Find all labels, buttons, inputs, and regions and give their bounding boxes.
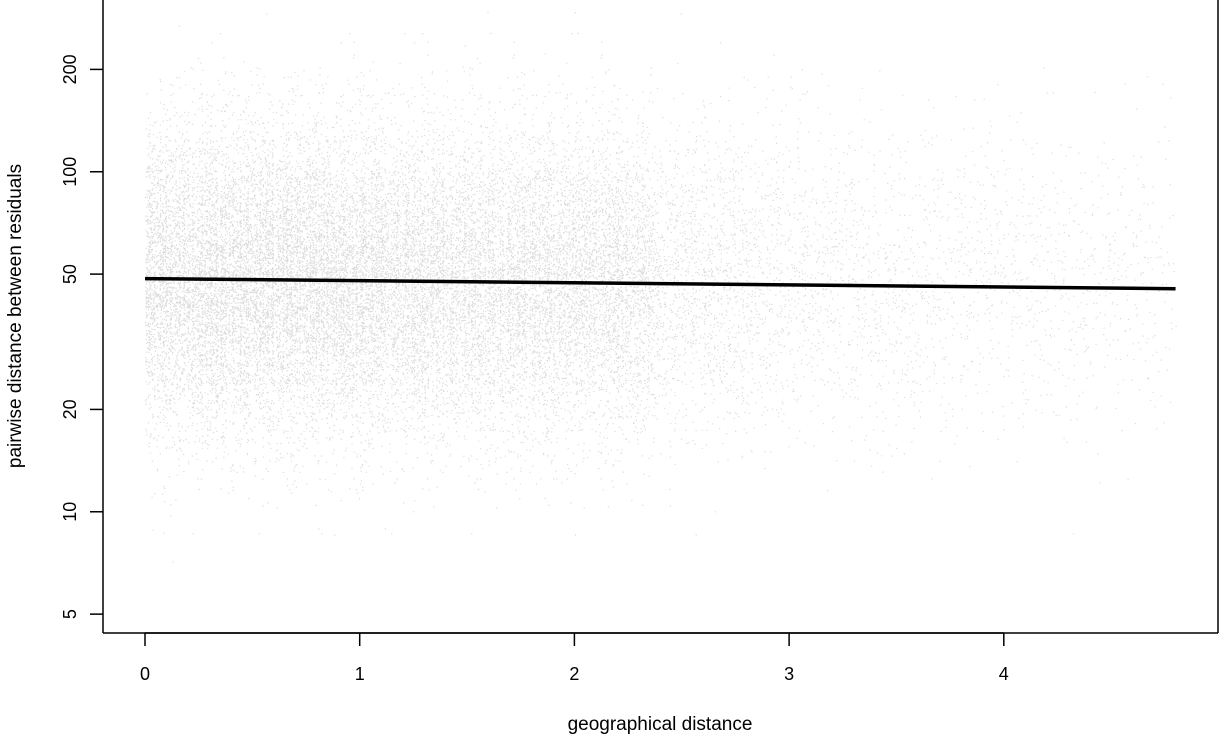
x-axis-title: geographical distance: [568, 714, 753, 735]
trend-line: [144, 276, 1176, 291]
x-tick-label: 1: [355, 664, 365, 684]
y-tick-label: 50: [60, 264, 80, 284]
x-tick-label: 3: [784, 664, 794, 684]
x-axis: 0 1 2 3 4: [140, 632, 1009, 684]
y-tick-label: 20: [60, 399, 80, 419]
x-tick-label: 0: [140, 664, 150, 684]
y-tick-label: 5: [60, 609, 80, 619]
y-tick-label: 100: [60, 157, 80, 187]
y-axis-title: pairwise distance between residuals: [5, 164, 26, 468]
x-tick-label: 2: [569, 664, 579, 684]
x-tick-label: 4: [999, 664, 1009, 684]
y-tick-label: 200: [60, 54, 80, 84]
y-axis: 5 10 20 50 100 200: [60, 54, 103, 619]
y-tick-label: 10: [60, 502, 80, 522]
